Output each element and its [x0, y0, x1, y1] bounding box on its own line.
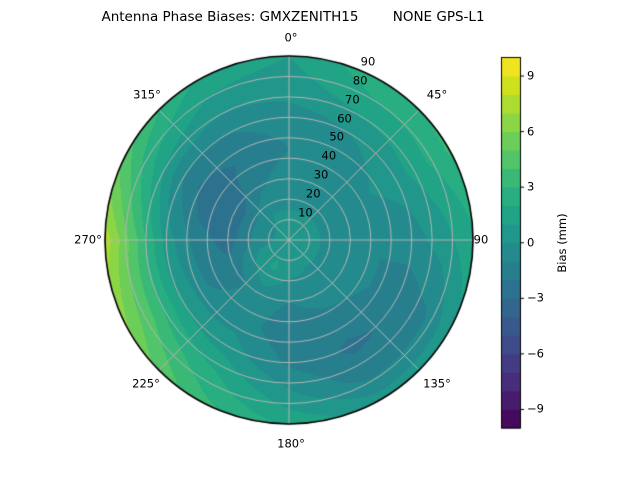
colorbar-tick-label: −3 [527, 290, 544, 305]
angle-tick-label: 135° [423, 376, 451, 391]
colorbar-axis-label: Bias (mm) [555, 213, 569, 273]
radial-tick-label: 50 [329, 129, 345, 144]
radial-tick-label: 60 [337, 110, 352, 125]
angle-tick-label: 90 [473, 232, 489, 247]
radial-tick-label: 30 [313, 167, 329, 182]
radial-tick-label: 70 [345, 91, 360, 106]
chart-title: Antenna Phase Biases: GMXZENITH15 NONE G… [101, 9, 485, 25]
radial-tick-label: 80 [352, 73, 368, 88]
angle-tick-label: 0° [284, 30, 298, 45]
radial-tick-label: 10 [298, 205, 313, 220]
angle-tick-label: 270° [74, 232, 102, 247]
angle-tick-label: 225° [132, 376, 160, 391]
colorbar-tick-label: −9 [527, 401, 544, 416]
radial-tick-label: 90 [360, 54, 376, 69]
radial-tick-label: 20 [305, 186, 321, 201]
radial-tick-label: 40 [321, 148, 337, 163]
colorbar-tick-label: 3 [527, 179, 535, 194]
colorbar-tick-label: −6 [527, 346, 544, 361]
colorbar-tick-label: 9 [527, 68, 535, 83]
angle-tick-label: 315° [133, 87, 161, 102]
angle-tick-label: 45° [426, 87, 448, 102]
colorbar-tick-label: 0 [527, 235, 535, 249]
colorbar-tick-label: 6 [527, 123, 535, 138]
angle-tick-label: 180° [277, 436, 305, 451]
